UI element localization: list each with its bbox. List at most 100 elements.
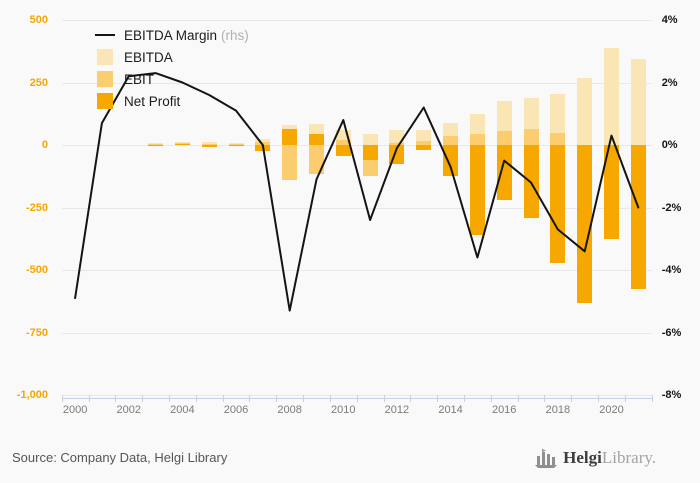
bar-ebit-2009 (308, 145, 324, 174)
legend-rhs-suffix: (rhs) (221, 27, 249, 43)
bar-net-profit-2005 (201, 145, 217, 147)
gridline (61, 207, 652, 209)
right-axis-tick-label: -4% (661, 264, 682, 276)
left-axis-tick-label: 250 (29, 76, 48, 89)
bar-ebitda-2020 (603, 47, 619, 145)
gridline (61, 332, 652, 334)
x-axis-tick (303, 395, 305, 402)
bar-net-profit-2020 (603, 145, 619, 239)
ebitda-swatch-icon (97, 49, 113, 65)
x-axis-tick (88, 395, 90, 402)
x-axis-tick (142, 395, 144, 402)
bar-net-profit-2004 (174, 144, 190, 146)
bar-net-profit-2019 (577, 145, 593, 303)
bar-ebit-2010 (335, 140, 351, 145)
x-axis-tick (115, 395, 117, 402)
x-axis-year-label: 2004 (170, 404, 195, 416)
x-axis-year-label: 2020 (599, 404, 624, 416)
left-axis-tick-label: -750 (25, 326, 48, 339)
bar-ebitda-2007 (255, 138, 271, 145)
gridline (61, 270, 652, 271)
source-note: Source: Company Data, Helgi Library (12, 450, 228, 465)
x-axis-tick (410, 395, 412, 402)
right-axis-tick-label: -2% (661, 201, 682, 214)
logo-text-library: Library. (601, 448, 656, 467)
bar-ebit-2017 (523, 128, 539, 145)
left-axis-tick-label: -1,000 (16, 389, 48, 401)
x-axis-year-label: 2012 (384, 404, 410, 416)
legend-label: EBITDA (124, 49, 173, 65)
x-axis-year-label: 2008 (277, 404, 302, 416)
gridline (61, 20, 652, 21)
x-axis-tick (222, 395, 224, 402)
bar-net-profit-2013 (416, 145, 432, 150)
bar-ebit-2003 (148, 143, 164, 145)
bar-ebit-2006 (228, 143, 244, 145)
x-axis-tick (598, 395, 600, 402)
legend-item-net-profit: Net Profit (95, 90, 249, 112)
legend-label: Net Profit (124, 93, 181, 109)
x-axis-tick (490, 395, 492, 402)
legend-item-ebitda: EBITDA (95, 46, 249, 68)
x-axis-tick (356, 395, 358, 402)
right-axis-tick-label: -8% (661, 389, 682, 401)
ebitda-margin-polyline (74, 72, 640, 312)
x-axis-tick (544, 395, 546, 402)
x-axis-year-label: 2014 (438, 404, 463, 416)
bar-net-profit-2010 (335, 145, 351, 157)
x-axis-year-label: 2016 (491, 404, 517, 416)
x-axis-tick (651, 395, 653, 402)
bar-net-profit-2016 (496, 145, 512, 200)
legend-item-ebitda-margin: EBITDA Margin (rhs) (95, 24, 249, 46)
x-axis-tick (249, 395, 251, 402)
logo-text-helgi: Helgi (563, 448, 602, 467)
right-axis-tick-label: 2% (661, 76, 678, 89)
x-axis-tick (437, 395, 439, 402)
bar-net-profit-2015 (469, 145, 485, 235)
bar-ebit-2008 (282, 145, 298, 180)
x-axis-year-label: 2002 (116, 404, 141, 416)
x-axis-tick (571, 395, 573, 402)
x-axis-tick (195, 395, 197, 402)
left-axis-tick-label: 500 (29, 14, 48, 26)
legend-label: EBIT (124, 71, 155, 87)
x-axis-tick (624, 395, 626, 402)
bar-ebit-2016 (496, 131, 512, 145)
bar-net-profit-2008 (282, 128, 298, 145)
bar-net-profit-2003 (148, 145, 164, 146)
helgi-library-logo: Helgi Library. (534, 447, 656, 469)
x-axis-tick (276, 395, 278, 402)
gridline (61, 145, 652, 146)
bar-ebitda-2018 (550, 93, 566, 145)
line-swatch-icon (95, 34, 115, 36)
bar-net-profit-2011 (362, 145, 378, 160)
gridline (61, 82, 652, 84)
right-axis-tick-label: 0% (661, 139, 678, 151)
x-axis-year-label: 2018 (545, 404, 571, 416)
left-axis-tick-label: -500 (25, 264, 48, 276)
bar-net-profit-2006 (228, 145, 244, 146)
right-axis-tick-label: -6% (661, 326, 682, 339)
x-axis-tick (168, 395, 170, 402)
bar-ebit-2012 (389, 142, 405, 145)
bar-net-profit-2021 (630, 145, 646, 289)
x-axis-tick (329, 395, 331, 402)
legend-label: EBITDA Margin (124, 27, 218, 43)
x-axis-year-label: 2010 (331, 404, 356, 416)
bar-ebit-2018 (550, 132, 566, 145)
bar-chart-logo-icon (535, 449, 558, 468)
bar-ebit-2005 (201, 143, 217, 145)
x-axis-tick (517, 395, 519, 402)
bar-ebitda-2021 (630, 58, 646, 145)
net-profit-swatch-icon (97, 93, 113, 109)
bar-ebitda-2005 (201, 142, 217, 145)
bar-ebitda-2011 (362, 133, 378, 145)
legend-item-ebit: EBIT (95, 68, 249, 90)
ebit-swatch-icon (97, 71, 113, 87)
left-axis-tick-label: -250 (25, 201, 48, 214)
bar-net-profit-2014 (443, 145, 459, 177)
bar-ebit-2015 (469, 133, 485, 145)
left-axis-tick-label: 0 (41, 139, 48, 151)
